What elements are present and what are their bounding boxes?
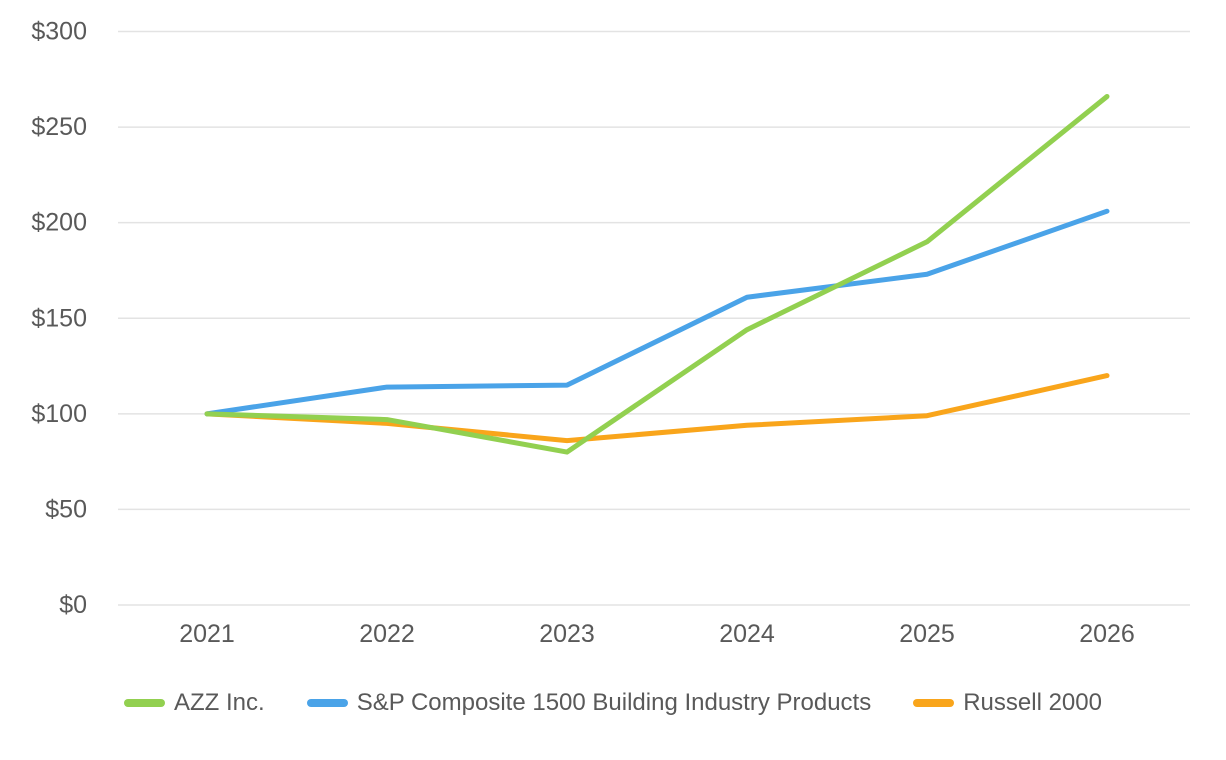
y-axis-tick-label: $300	[31, 18, 87, 46]
legend-item-russell-2000: Russell 2000	[913, 691, 1102, 715]
y-axis-tick-label: $100	[31, 400, 87, 428]
legend-swatch-s-p-composite-1500-building-industry-products	[306, 699, 348, 707]
x-axis-tick-label: 2023	[539, 620, 595, 648]
legend-label: Russell 2000	[963, 689, 1102, 716]
legend-swatch-azz-inc	[124, 699, 166, 707]
y-axis-tick-label: $250	[31, 113, 87, 141]
x-axis-tick-label: 2022	[359, 620, 415, 648]
legend-item-azz-inc: AZZ Inc.	[124, 691, 265, 715]
x-axis-tick-label: 2026	[1079, 620, 1135, 648]
y-axis-tick-label: $200	[31, 209, 87, 237]
legend-swatch-russell-2000	[913, 699, 955, 707]
x-axis-tick-label: 2021	[179, 620, 235, 648]
legend-label: AZZ Inc.	[174, 689, 265, 716]
series-line-azz-inc	[204, 93, 1110, 455]
x-axis-tick-label: 2025	[899, 620, 955, 648]
series-line-s-p-composite-1500-building-industry-products	[204, 208, 1110, 417]
y-axis-tick-label: $50	[45, 495, 87, 523]
series-line-russell-2000	[204, 373, 1110, 444]
x-axis-tick-label: 2024	[719, 620, 775, 648]
y-axis-tick-label: $0	[59, 591, 87, 619]
legend-label: S&P Composite 1500 Building Industry Pro…	[356, 689, 872, 716]
legend-item-s-p-composite-1500-building-industry-products: S&P Composite 1500 Building Industry Pro…	[306, 689, 872, 716]
y-axis-tick-label: $150	[31, 304, 87, 332]
chart-legend: AZZ Inc. S&P Composite 1500 Building Indu…	[0, 686, 1226, 720]
